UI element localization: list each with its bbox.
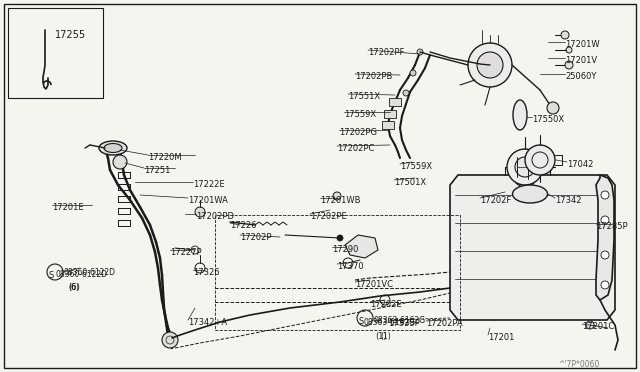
Circle shape [566, 47, 572, 53]
Circle shape [477, 52, 503, 78]
Bar [389, 98, 401, 106]
Circle shape [586, 321, 594, 329]
Text: 17202E: 17202E [370, 300, 402, 309]
Circle shape [601, 281, 609, 289]
Circle shape [333, 192, 341, 200]
Circle shape [601, 216, 609, 224]
Text: 17042: 17042 [567, 160, 593, 169]
Ellipse shape [99, 141, 127, 155]
Text: 17201E: 17201E [52, 203, 84, 212]
Circle shape [417, 49, 423, 55]
Circle shape [561, 31, 569, 39]
Text: 17227P: 17227P [170, 248, 202, 257]
Text: 17202PA: 17202PA [426, 319, 463, 328]
Text: 17202PC: 17202PC [337, 144, 374, 153]
Text: 17550X: 17550X [532, 115, 564, 124]
Circle shape [403, 90, 409, 96]
Polygon shape [345, 235, 378, 258]
Text: 17251: 17251 [144, 166, 170, 175]
Circle shape [601, 251, 609, 259]
Circle shape [162, 332, 178, 348]
Text: ^'7P*0060: ^'7P*0060 [558, 360, 600, 369]
Text: 17201VC: 17201VC [355, 280, 393, 289]
Text: S: S [49, 272, 54, 280]
Text: 17202PB: 17202PB [355, 72, 392, 81]
Text: 17290: 17290 [332, 245, 358, 254]
Text: S: S [358, 317, 364, 327]
Text: 17222E: 17222E [193, 180, 225, 189]
Circle shape [337, 235, 343, 241]
Circle shape [601, 191, 609, 199]
Text: 17220M: 17220M [148, 153, 182, 162]
Circle shape [468, 43, 512, 87]
Circle shape [513, 163, 537, 187]
Text: 17501X: 17501X [394, 178, 426, 187]
Ellipse shape [513, 100, 527, 130]
Text: (1): (1) [375, 332, 387, 341]
Text: 17342: 17342 [555, 196, 582, 205]
Ellipse shape [513, 185, 547, 203]
Circle shape [515, 157, 535, 177]
Polygon shape [450, 175, 615, 320]
Text: 08363-6162G: 08363-6162G [363, 318, 415, 327]
Text: 08360-6122D: 08360-6122D [63, 268, 115, 277]
Text: 17335P: 17335P [388, 319, 420, 328]
Text: (1): (1) [380, 332, 391, 341]
Text: 17201WA: 17201WA [188, 196, 228, 205]
Circle shape [547, 102, 559, 114]
Text: (6): (6) [68, 283, 80, 292]
Text: 17202PF: 17202PF [368, 48, 404, 57]
Text: 17370: 17370 [337, 262, 364, 271]
Polygon shape [596, 175, 614, 300]
Text: 17255: 17255 [55, 30, 86, 40]
Text: 17202PE: 17202PE [310, 212, 347, 221]
Text: 17551X: 17551X [348, 92, 380, 101]
Text: 17202PG: 17202PG [339, 128, 377, 137]
Text: 17226: 17226 [230, 221, 257, 230]
Text: (6): (6) [68, 283, 79, 292]
Circle shape [507, 149, 543, 185]
Text: 08360-6122D: 08360-6122D [55, 270, 107, 279]
Text: 17285P: 17285P [596, 222, 628, 231]
Circle shape [113, 155, 127, 169]
Bar [384, 110, 396, 118]
Text: 17201V: 17201V [565, 56, 597, 65]
Text: 17201WB: 17201WB [320, 196, 360, 205]
Circle shape [195, 207, 205, 217]
Text: 17559X: 17559X [400, 162, 432, 171]
Text: 17202F: 17202F [480, 196, 511, 205]
Text: 17202P: 17202P [240, 233, 271, 242]
Text: 08363-6162G: 08363-6162G [373, 316, 425, 325]
Circle shape [525, 145, 555, 175]
Text: 17202PD: 17202PD [196, 212, 234, 221]
Bar [8, 8, 103, 98]
Text: 17342+A: 17342+A [188, 318, 227, 327]
Ellipse shape [104, 144, 122, 153]
Text: 17201W: 17201W [565, 40, 600, 49]
Text: 25060Y: 25060Y [565, 72, 596, 81]
Text: 17201: 17201 [488, 333, 515, 342]
Text: 17326: 17326 [193, 268, 220, 277]
Text: 17201C: 17201C [582, 322, 614, 331]
Circle shape [410, 70, 416, 76]
Bar [382, 121, 394, 129]
Circle shape [565, 61, 573, 69]
Text: 17559X: 17559X [344, 110, 376, 119]
